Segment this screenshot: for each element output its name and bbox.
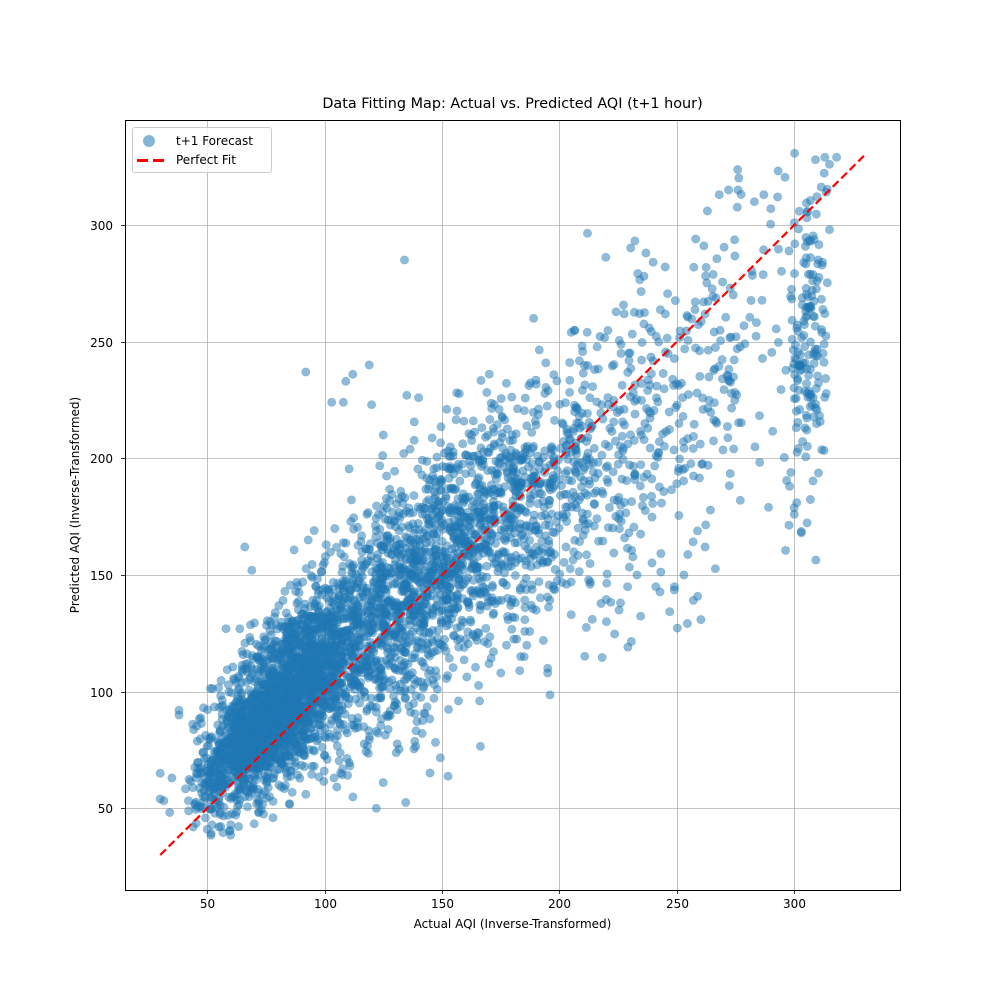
legend-item-forecast: t+1 Forecast <box>133 131 273 151</box>
legend: t+1 Forecast Perfect Fit <box>132 127 272 173</box>
x-tick-label: 150 <box>431 897 454 911</box>
legend-label: t+1 Forecast <box>176 134 253 148</box>
y-tick-label: 200 <box>90 451 113 466</box>
x-tick-label: 100 <box>314 897 337 911</box>
scatter-points <box>155 148 842 840</box>
y-tick-label: 300 <box>90 218 113 233</box>
dashed-line-icon <box>137 158 165 162</box>
chart-title: Data Fitting Map: Actual vs. Predicted A… <box>322 96 703 112</box>
legend-label: Perfect Fit <box>176 153 236 167</box>
x-tick-label: 250 <box>666 897 689 911</box>
axes-frame <box>125 120 901 891</box>
y-tick-label: 100 <box>90 685 113 700</box>
x-tick-label: 50 <box>199 897 216 911</box>
x-tick-label: 200 <box>548 897 571 911</box>
x-tick-label: 300 <box>783 897 806 911</box>
perfect-fit-line <box>159 154 866 856</box>
x-axis-label: Actual AQI (Inverse-Transformed) <box>413 917 612 931</box>
y-tick-label: 150 <box>90 568 113 583</box>
y-tick-label: 50 <box>97 801 113 816</box>
y-tick-label: 250 <box>90 335 113 350</box>
tick-marks <box>121 225 795 894</box>
scatter-marker-icon <box>143 135 155 147</box>
legend-item-perfect-fit: Perfect Fit <box>133 150 273 170</box>
